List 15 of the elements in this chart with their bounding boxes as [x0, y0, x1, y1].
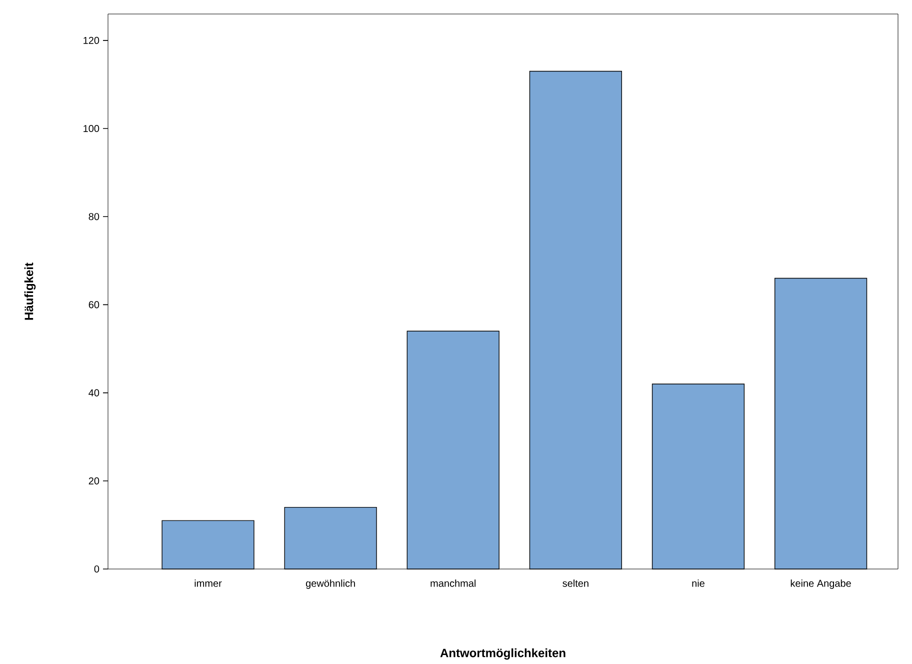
y-tick-label: 120 — [84, 36, 100, 44]
x-tick-label: keine Angabe — [790, 580, 851, 589]
x-tick-label: immer — [194, 580, 222, 587]
x-tick-label: nie — [692, 580, 704, 587]
x-tick-label: manchmal — [430, 580, 476, 587]
x-tick-label: selten — [562, 580, 588, 587]
y-tick-label: 0 — [94, 565, 100, 573]
y-tick-label: 100 — [84, 124, 100, 132]
y-tick-label: 60 — [88, 301, 100, 308]
x-tick-label: gewöhnlich — [306, 580, 355, 589]
y-tick-label: 20 — [88, 477, 100, 484]
y-tick-label: 40 — [88, 389, 100, 396]
y-axis-title: Häufigkeit — [24, 262, 36, 320]
x-axis-title: Antwortmöglichkeiten — [440, 648, 566, 660]
y-tick-label: 80 — [88, 213, 100, 220]
